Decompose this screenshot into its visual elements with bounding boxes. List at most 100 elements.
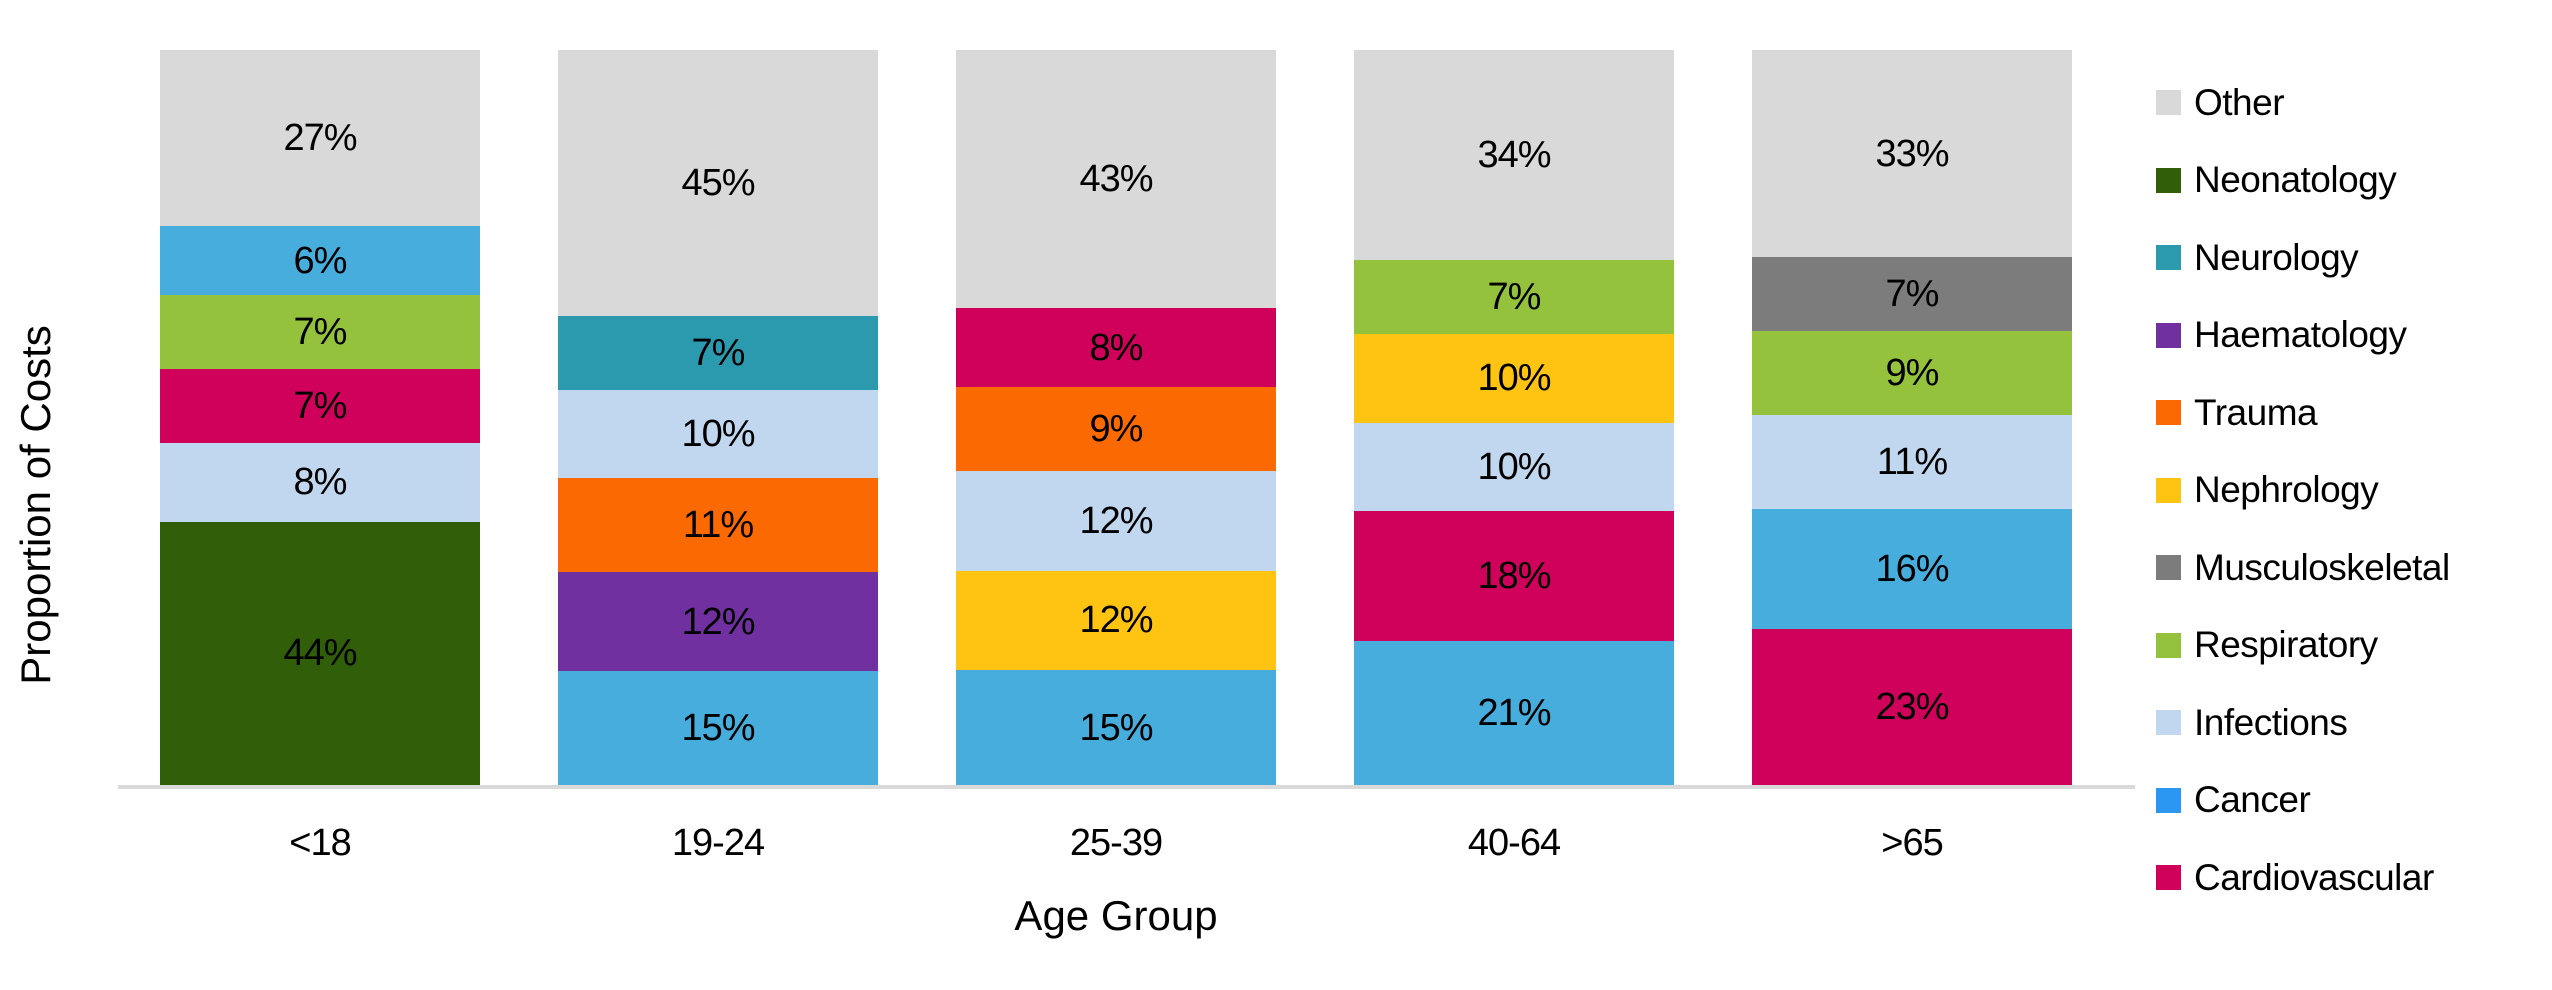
bar-segment-neurology: 7% — [558, 316, 878, 390]
segment-label: 6% — [293, 239, 348, 282]
bar-segment-infections: 11% — [1752, 414, 2072, 510]
bar-segment-neonatology: 44% — [160, 521, 480, 785]
legend-label: Neurology — [2194, 236, 2359, 278]
segment-label: 12% — [1079, 500, 1153, 542]
bar-segment-nephrology: 10% — [1354, 333, 1674, 423]
legend-swatch — [2156, 245, 2181, 271]
bar-segment-infections: 10% — [1354, 422, 1674, 512]
bar-segment-respiratory: 7% — [1354, 260, 1674, 334]
legend-label: Cardiovascular — [2194, 856, 2434, 898]
segment-label: 9% — [1885, 351, 1940, 394]
segment-label: 10% — [1477, 445, 1551, 488]
segment-label: 27% — [283, 117, 357, 160]
legend-item-infections: Infections — [2156, 684, 2450, 762]
bar-segment-other: 27% — [160, 50, 480, 227]
bar-segment-trauma: 11% — [558, 478, 878, 573]
legend-swatch — [2156, 167, 2181, 193]
x-tick-label: <18 — [289, 822, 351, 864]
legend-swatch — [2156, 400, 2181, 426]
segment-label: 9% — [1089, 408, 1144, 451]
legend-label: Other — [2194, 81, 2285, 123]
bar-segment-other: 34% — [1354, 50, 1674, 261]
segment-label: 7% — [293, 310, 348, 353]
bar-segment-haematology: 12% — [558, 572, 878, 671]
x-tick-label: 25-39 — [1069, 822, 1163, 864]
y-axis-title: Proportion of Costs — [12, 325, 59, 685]
bar-segment-nephrology: 12% — [956, 570, 1276, 671]
legend-swatch — [2156, 477, 2181, 503]
segment-label: 7% — [293, 384, 348, 427]
segment-label: 12% — [681, 600, 755, 643]
legend-item-musculoskeletal: Musculoskeletal — [2156, 529, 2450, 607]
legend-swatch — [2156, 555, 2181, 581]
x-tick-label: 40-64 — [1467, 822, 1561, 864]
legend-item-other: Other — [2156, 64, 2450, 142]
bar-segment-infections: 8% — [160, 442, 480, 522]
bar-segment-other: 45% — [558, 50, 878, 317]
legend-item-respiratory: Respiratory — [2156, 607, 2450, 685]
legend-item-neonatology: Neonatology — [2156, 142, 2450, 220]
bar-segment-cancer: 15% — [956, 670, 1276, 785]
legend-item-nephrology: Nephrology — [2156, 452, 2450, 530]
segment-label: 18% — [1477, 554, 1551, 597]
legend-label: Neonatology — [2194, 159, 2397, 201]
bar-<18: 27% 6% 7% 7% 8% 44% — [160, 50, 480, 785]
segment-label: 15% — [1079, 706, 1153, 749]
segment-label: 33% — [1875, 132, 1949, 175]
segment-label: 15% — [681, 706, 755, 749]
legend-label: Infections — [2194, 701, 2348, 743]
segment-label: 7% — [691, 331, 746, 374]
legend-item-cardiovascular: Cardiovascular — [2156, 839, 2450, 917]
segment-label: 44% — [283, 632, 357, 675]
bar-segment-other: 43% — [956, 50, 1276, 309]
segment-label: 11% — [1876, 441, 1948, 484]
x-tick-label: 19-24 — [671, 822, 765, 864]
legend-label: Nephrology — [2194, 469, 2379, 511]
bar-segment-infections: 12% — [956, 471, 1276, 571]
x-tick-label: >65 — [1881, 822, 1943, 864]
legend-swatch — [2156, 787, 2181, 813]
bar-segment-cardiovascular: 18% — [1354, 511, 1674, 641]
segment-label: 10% — [681, 412, 755, 455]
bar-segment-infections: 10% — [558, 389, 878, 479]
segment-label: 8% — [293, 461, 348, 504]
segment-label: 43% — [1079, 158, 1153, 201]
plot-area: 27% 6% 7% 7% 8% 44% 45% 7% 10% 11% 12% 15% 43% 8% 9% 12… — [160, 50, 2072, 785]
legend-item-cancer: Cancer — [2156, 762, 2450, 840]
bar-segment-cancer: 21% — [1354, 640, 1674, 785]
bar->65: 33% 7% 9% 11% 16% 23% — [1752, 50, 2072, 785]
segment-label: 7% — [1885, 272, 1940, 315]
legend-label: Trauma — [2194, 391, 2318, 433]
bar-segment-cardiovascular: 23% — [1752, 629, 2072, 785]
x-axis-line — [118, 785, 2135, 789]
segment-label: 34% — [1477, 134, 1551, 177]
bar-40-64: 34% 7% 10% 10% 18% 21% — [1354, 50, 1674, 785]
x-axis-title: Age Group — [1014, 892, 1218, 939]
bar-segment-musculoskeletal: 7% — [1752, 257, 2072, 331]
bar-19-24: 45% 7% 10% 11% 12% 15% — [558, 50, 878, 785]
legend-swatch — [2156, 90, 2181, 116]
bar-25-39: 43% 8% 9% 12% 12% 15% — [956, 50, 1276, 785]
segment-label: 16% — [1875, 548, 1949, 591]
legend-item-trauma: Trauma — [2156, 374, 2450, 452]
legend: Other Neonatology Neurology Haematology Trau… — [2156, 64, 2450, 917]
bar-segment-cancer: 6% — [160, 226, 480, 295]
bar-segment-trauma: 9% — [956, 387, 1276, 472]
legend-item-neurology: Neurology — [2156, 219, 2450, 297]
segment-label: 10% — [1477, 357, 1551, 400]
bar-segment-cardiovascular: 7% — [160, 368, 480, 443]
legend-swatch — [2156, 710, 2181, 736]
bar-segment-cancer: 16% — [1752, 509, 2072, 630]
segment-label: 8% — [1089, 326, 1144, 369]
segment-label: 12% — [1079, 599, 1153, 642]
segment-label: 45% — [681, 162, 755, 205]
bar-segment-respiratory: 9% — [1752, 330, 2072, 415]
legend-label: Haematology — [2194, 314, 2407, 356]
legend-swatch — [2156, 865, 2181, 891]
legend-swatch — [2156, 322, 2181, 348]
bar-segment-cancer: 15% — [558, 670, 878, 785]
legend-swatch — [2156, 632, 2181, 658]
segment-label: 23% — [1875, 686, 1949, 729]
segment-label: 7% — [1487, 276, 1542, 319]
